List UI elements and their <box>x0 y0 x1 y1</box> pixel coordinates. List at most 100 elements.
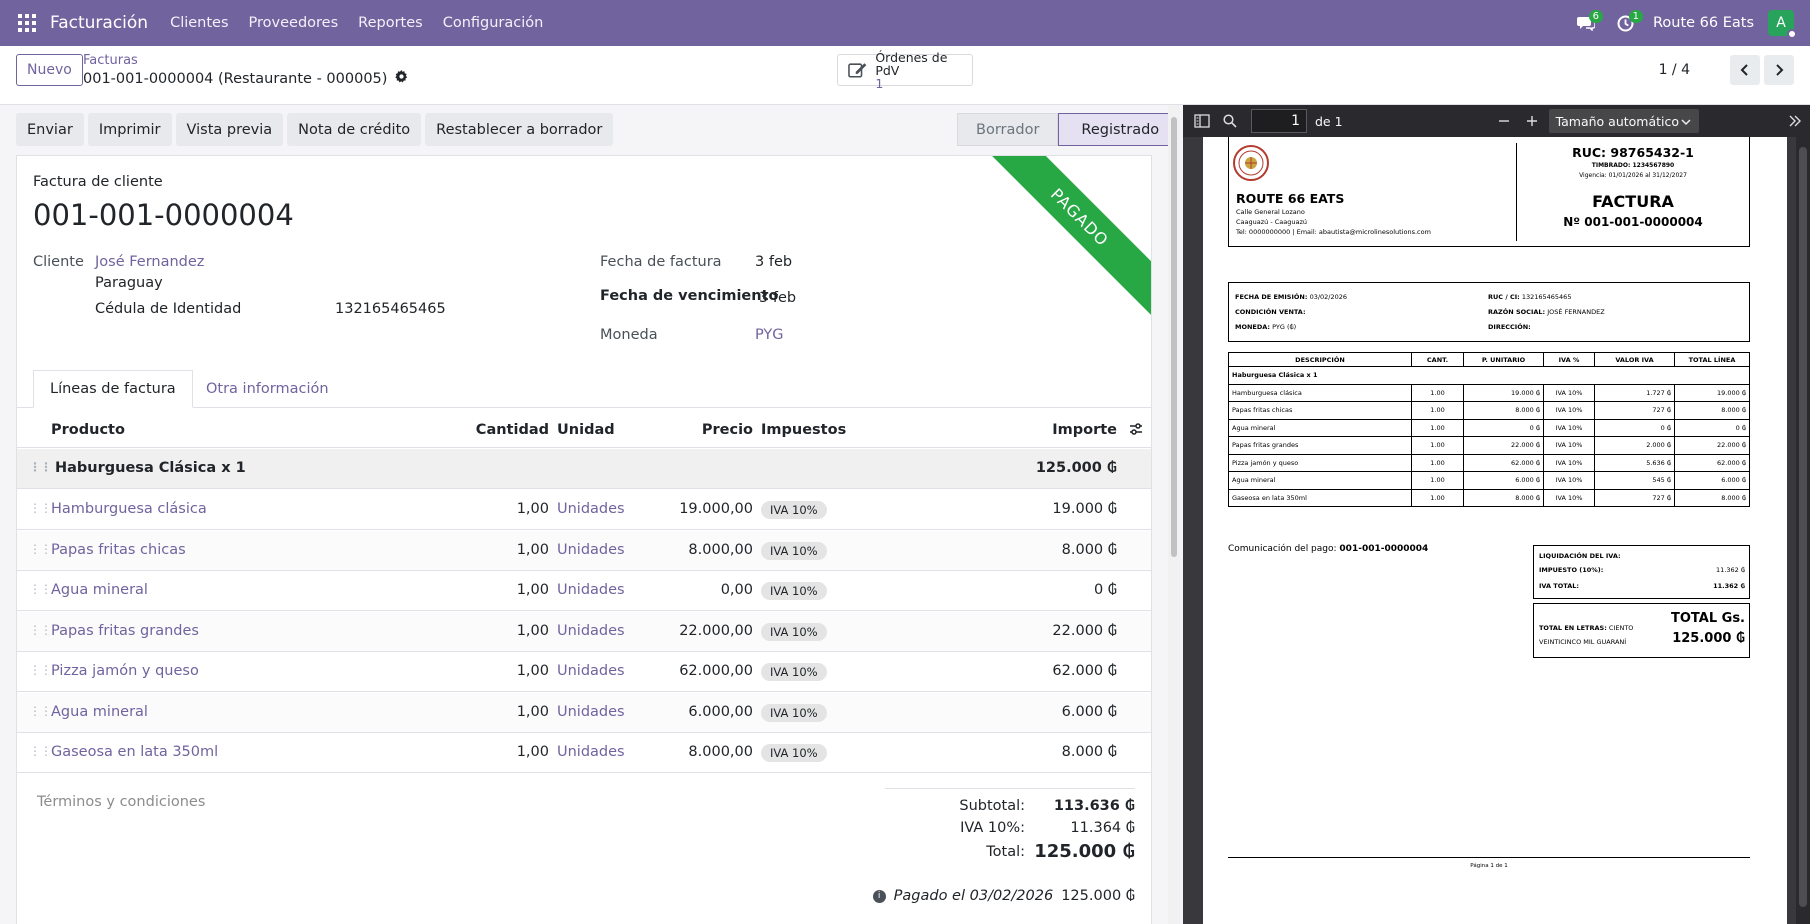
line-price[interactable]: 19.000,00 <box>679 501 753 517</box>
col-quantity[interactable]: Cantidad <box>475 422 549 438</box>
line-unit[interactable]: Unidades <box>557 663 625 679</box>
col-amount[interactable]: Importe <box>1052 422 1117 438</box>
menu-proveedores[interactable]: Proveedores <box>248 15 339 31</box>
line-quantity[interactable]: 1,00 <box>516 501 549 517</box>
line-product[interactable]: Gaseosa en lata 350ml <box>51 744 219 760</box>
line-unit[interactable]: Unidades <box>557 582 625 598</box>
pdf-scrollbar[interactable] <box>1796 137 1810 924</box>
zoom-select[interactable]: Tamaño automático <box>1548 109 1699 133</box>
reset-to-draft-button[interactable]: Restablecer a borrador <box>425 113 614 146</box>
menu-clientes[interactable]: Clientes <box>170 15 229 31</box>
line-product[interactable]: Papas fritas grandes <box>51 622 199 639</box>
status-draft[interactable]: Borrador <box>957 113 1059 146</box>
invoice-date-field[interactable]: 3 feb <box>755 254 793 270</box>
pos-orders-smart-button[interactable]: Órdenes de PdV 1 <box>837 51 973 90</box>
credit-note-button[interactable]: Nota de crédito <box>287 113 422 146</box>
invoice-line-row[interactable]: ⋮⋮ Hamburguesa clásica 1,00 Unidades 19.000,… <box>17 490 1151 530</box>
status-posted[interactable]: Registrado <box>1058 113 1168 146</box>
due-date-field[interactable]: 3 feb <box>759 290 797 306</box>
line-unit[interactable]: Unidades <box>557 744 625 760</box>
user-avatar[interactable]: A <box>1768 10 1797 39</box>
drag-handle-icon[interactable]: ⋮⋮ <box>29 541 52 556</box>
pager-next-button[interactable] <box>1764 55 1794 85</box>
line-product[interactable]: Pizza jamón y queso <box>51 663 199 679</box>
activity-clock-icon[interactable]: 1 <box>1613 10 1643 36</box>
pager-value[interactable]: 1 / 4 <box>1658 62 1690 78</box>
line-price[interactable]: 62.000,00 <box>679 663 753 679</box>
chat-icon[interactable]: 6 <box>1573 10 1603 36</box>
app-name[interactable]: Facturación <box>50 13 149 33</box>
breadcrumb-parent[interactable]: Facturas <box>83 53 138 68</box>
section-row[interactable]: ⋮⋮ Haburguesa Clásica x 1 125.000 ₲ <box>17 449 1151 489</box>
invoice-line-row[interactable]: ⋮⋮ Agua mineral 1,00 Unidades 6.000,00 IVA 10… <box>17 692 1151 733</box>
form-scrollbar[interactable] <box>1168 105 1180 924</box>
tab-invoice-lines[interactable]: Líneas de factura <box>33 370 193 408</box>
line-tax[interactable]: IVA 10% <box>761 703 827 722</box>
col-product[interactable]: Producto <box>51 422 125 438</box>
line-price[interactable]: 8.000,00 <box>688 744 753 760</box>
line-tax[interactable]: IVA 10% <box>761 582 827 600</box>
zoom-out-icon[interactable] <box>1493 110 1515 132</box>
line-quantity[interactable]: 1,00 <box>516 744 549 760</box>
invoice-line-row[interactable]: ⋮⋮ Papas fritas grandes 1,00 Unidades 22.000… <box>17 611 1151 652</box>
info-icon[interactable]: i <box>872 889 886 903</box>
col-unit[interactable]: Unidad <box>557 422 615 438</box>
line-tax[interactable]: IVA 10% <box>761 541 827 560</box>
line-price[interactable]: 22.000,00 <box>679 622 753 639</box>
line-quantity[interactable]: 1,00 <box>516 541 549 558</box>
apps-menu-icon[interactable] <box>18 14 36 32</box>
new-button[interactable]: Nuevo <box>16 54 83 86</box>
print-button[interactable]: Imprimir <box>87 113 172 146</box>
line-price[interactable]: 8.000,00 <box>688 541 753 558</box>
pdf-scrollbar-thumb[interactable] <box>1799 147 1807 907</box>
column-settings-icon[interactable] <box>1129 422 1143 440</box>
line-tax[interactable]: IVA 10% <box>761 622 827 641</box>
line-product[interactable]: Agua mineral <box>51 703 148 720</box>
line-quantity[interactable]: 1,00 <box>516 622 549 639</box>
currency-field[interactable]: PYG <box>755 327 784 343</box>
gear-icon[interactable] <box>395 70 408 87</box>
line-unit[interactable]: Unidades <box>557 541 625 558</box>
invoice-line-row[interactable]: ⋮⋮ Papas fritas chicas 1,00 Unidades 8.000,0… <box>17 530 1151 571</box>
page-number-input[interactable]: 1 <box>1251 109 1307 133</box>
line-product[interactable]: Hamburguesa clásica <box>51 501 207 517</box>
drag-handle-icon[interactable]: ⋮⋮ <box>29 663 52 677</box>
line-price[interactable]: 6.000,00 <box>688 703 753 720</box>
line-unit[interactable]: Unidades <box>557 622 625 639</box>
drag-handle-icon[interactable]: ⋮⋮ <box>29 582 52 596</box>
line-tax[interactable]: IVA 10% <box>761 744 827 762</box>
send-button[interactable]: Enviar <box>16 113 84 146</box>
invoice-line-row[interactable]: ⋮⋮ Gaseosa en lata 350ml 1,00 Unidades 8.000… <box>17 733 1151 773</box>
line-quantity[interactable]: 1,00 <box>516 582 549 598</box>
line-product[interactable]: Agua mineral <box>51 582 148 598</box>
col-price[interactable]: Precio <box>701 422 753 438</box>
tab-other-info[interactable]: Otra información <box>206 381 329 397</box>
menu-reportes[interactable]: Reportes <box>358 15 423 31</box>
drag-handle-icon[interactable]: ⋮⋮ <box>29 501 52 515</box>
preview-button[interactable]: Vista previa <box>175 113 284 146</box>
customer-field[interactable]: José Fernandez <box>95 254 205 270</box>
line-quantity[interactable]: 1,00 <box>516 663 549 679</box>
payment-line[interactable]: i Pagado el 03/02/2026 125.000 ₲ <box>872 888 1135 904</box>
sidebar-toggle-icon[interactable] <box>1191 110 1213 132</box>
invoice-line-row[interactable]: ⋮⋮ Pizza jamón y queso 1,00 Unidades 62.000,… <box>17 652 1151 692</box>
line-price[interactable]: 0,00 <box>720 582 753 598</box>
drag-handle-icon[interactable]: ⋮⋮ <box>29 622 52 637</box>
terms-field[interactable]: Términos y condiciones <box>37 794 206 810</box>
line-unit[interactable]: Unidades <box>557 703 625 720</box>
search-icon[interactable] <box>1219 110 1241 132</box>
form-scrollbar-thumb[interactable] <box>1171 117 1177 557</box>
pager-previous-button[interactable] <box>1730 55 1760 85</box>
line-product[interactable]: Papas fritas chicas <box>51 541 186 558</box>
line-tax[interactable]: IVA 10% <box>761 501 827 519</box>
line-tax[interactable]: IVA 10% <box>761 663 827 681</box>
line-unit[interactable]: Unidades <box>557 501 625 517</box>
zoom-in-icon[interactable] <box>1521 110 1543 132</box>
menu-configuracion[interactable]: Configuración <box>442 15 544 31</box>
tools-menu-icon[interactable] <box>1784 110 1806 132</box>
line-quantity[interactable]: 1,00 <box>516 703 549 720</box>
col-taxes[interactable]: Impuestos <box>761 422 847 438</box>
drag-handle-icon[interactable]: ⋮⋮ <box>29 744 52 758</box>
drag-handle-icon[interactable]: ⋮⋮ <box>29 460 52 474</box>
invoice-line-row[interactable]: ⋮⋮ Agua mineral 1,00 Unidades 0,00 IVA 10% 0 ₲ <box>17 571 1151 611</box>
